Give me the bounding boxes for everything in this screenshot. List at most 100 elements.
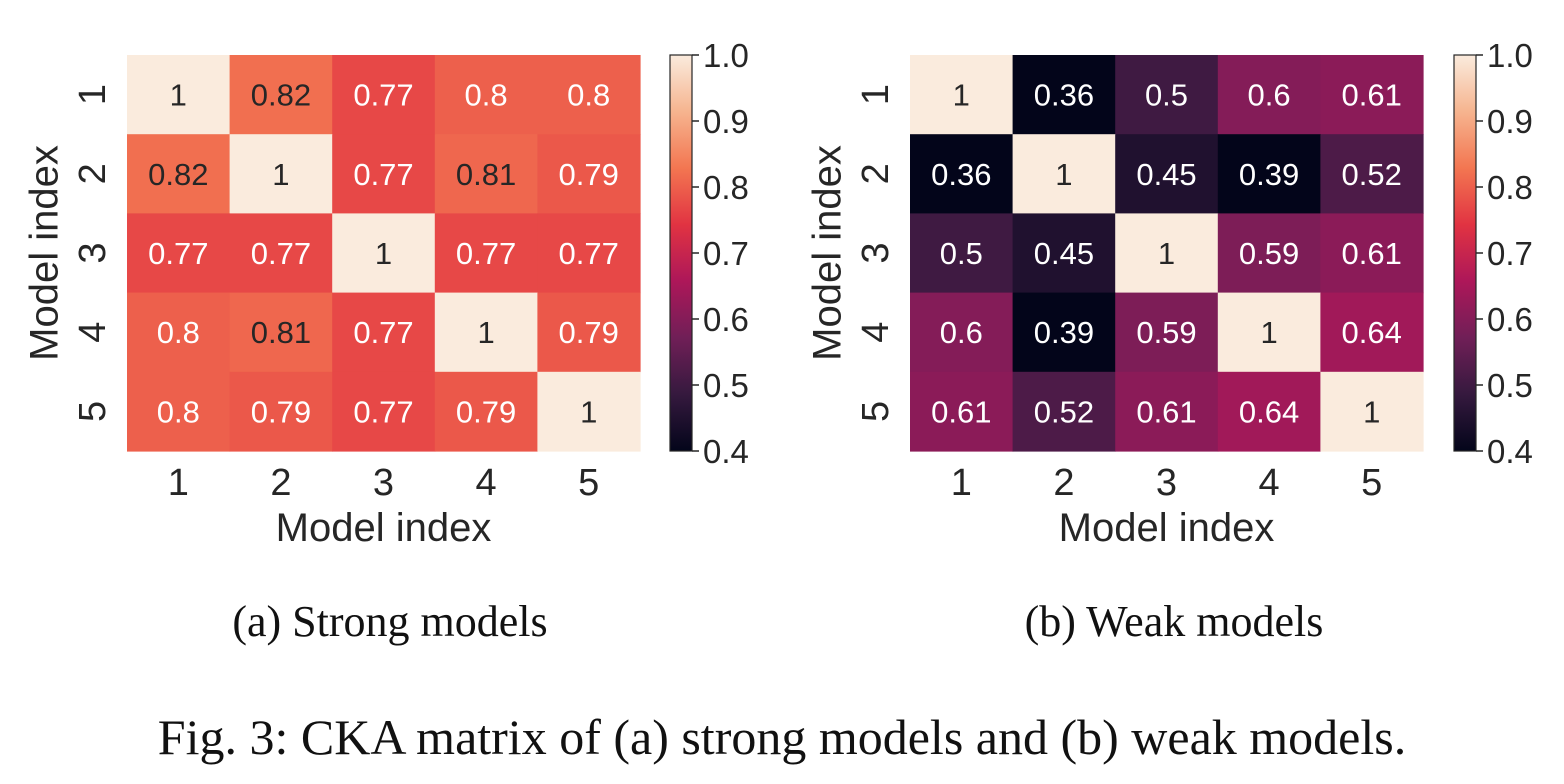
y-tick-label: 5 xyxy=(855,401,897,422)
heatmap-cell xyxy=(229,55,333,135)
cell-value-label: 0.61 xyxy=(1342,236,1402,271)
heatmap-cell xyxy=(1217,134,1321,214)
heatmap-panel-strong: 1 0.82 0.77 0.8 0.80.82 1 0.77 0.81 0.790.77 0.77… xyxy=(23,37,749,550)
heatmap-cell xyxy=(434,55,538,135)
heatmap-cell xyxy=(229,134,333,214)
cell-value-label: 0.45 xyxy=(1136,157,1196,192)
heatmap-cell xyxy=(537,292,641,373)
colorbar-tick-label: 0.8 xyxy=(1487,169,1533,206)
x-tick-label: 4 xyxy=(476,462,497,504)
heatmap-cell xyxy=(1217,213,1321,294)
cell-value-label: 0.59 xyxy=(1239,236,1299,271)
heatmap-cell xyxy=(910,371,1014,452)
x-axis-label: Model index xyxy=(1059,506,1275,550)
heatmap-cell xyxy=(537,371,641,452)
heatmap-cell xyxy=(127,371,231,452)
x-tick-label: 1 xyxy=(168,462,189,504)
cell-value-label: 1 xyxy=(580,394,597,429)
cell-value-label: 0.79 xyxy=(559,157,619,192)
heatmap-cell xyxy=(1012,371,1116,452)
cell-value-label: 0.39 xyxy=(1034,315,1094,350)
cell-value-label: 0.59 xyxy=(1136,315,1196,350)
heatmap-cell xyxy=(1012,292,1116,373)
cell-value-label: 1 xyxy=(375,236,392,271)
cell-value-label: 0.79 xyxy=(559,315,619,350)
heatmap-cell xyxy=(1012,134,1116,214)
cell-value-label: 0.79 xyxy=(251,394,311,429)
heatmap-cell xyxy=(332,134,436,214)
colorbar xyxy=(669,54,693,452)
x-tick-label: 3 xyxy=(373,462,394,504)
cell-value-label: 0.6 xyxy=(940,315,983,350)
heatmap-cell xyxy=(1217,55,1321,135)
cell-value-label: 0.77 xyxy=(559,236,619,271)
cell-value-label: 0.52 xyxy=(1342,157,1402,192)
heatmap-cell xyxy=(332,55,436,135)
colorbar-tick-label: 0.5 xyxy=(1487,367,1533,404)
heatmap-cell xyxy=(434,213,538,294)
y-tick-label: 2 xyxy=(855,163,897,184)
cell-value-label: 0.45 xyxy=(1034,236,1094,271)
cell-value-label: 0.61 xyxy=(931,394,991,429)
heatmap-cell xyxy=(1012,213,1116,294)
figure-caption: Fig. 3: CKA matrix of (a) strong models … xyxy=(157,709,1407,765)
cell-value-label: 1 xyxy=(1363,394,1380,429)
heatmap-cell xyxy=(229,371,333,452)
heatmap-cell xyxy=(1217,292,1321,373)
subcaption-strong: (a) Strong models xyxy=(232,597,548,646)
heatmap-cell xyxy=(127,292,231,373)
cka-heatmaps-svg: 1 0.82 0.77 0.8 0.80.82 1 0.77 0.81 0.790.77 0.77… xyxy=(23,37,1533,550)
cell-value-label: 0.64 xyxy=(1342,315,1402,350)
cell-value-label: 0.36 xyxy=(931,157,991,192)
colorbar-tick-label: 0.6 xyxy=(1487,301,1533,338)
colorbar-tick-label: 0.4 xyxy=(703,433,749,470)
x-tick-label: 2 xyxy=(270,462,291,504)
heatmap-cell xyxy=(910,213,1014,294)
heatmap-cell xyxy=(910,292,1014,373)
heatmap-cell xyxy=(910,134,1014,214)
y-tick-label: 2 xyxy=(72,163,114,184)
x-tick-label: 2 xyxy=(1053,462,1074,504)
cell-value-label: 1 xyxy=(272,157,289,192)
heatmap-cell xyxy=(127,213,231,294)
cell-value-label: 1 xyxy=(477,315,494,350)
cell-value-label: 0.5 xyxy=(940,236,983,271)
cell-value-label: 1 xyxy=(1260,315,1277,350)
colorbar-tick-label: 0.8 xyxy=(703,169,749,206)
colorbar-tick-label: 0.9 xyxy=(703,103,749,140)
heatmap-cell xyxy=(910,55,1014,135)
heatmap-cell xyxy=(537,55,641,135)
cell-value-label: 1 xyxy=(1158,236,1175,271)
cell-value-label: 0.82 xyxy=(251,78,311,113)
cell-value-label: 0.8 xyxy=(465,78,508,113)
heatmap-cell xyxy=(1115,134,1219,214)
x-tick-label: 3 xyxy=(1156,462,1177,504)
y-tick-label: 4 xyxy=(855,322,897,343)
y-tick-label: 4 xyxy=(72,322,114,343)
y-tick-label: 5 xyxy=(72,401,114,422)
y-axis-label: Model index xyxy=(806,145,850,361)
cell-value-label: 0.79 xyxy=(456,394,516,429)
colorbar xyxy=(1453,54,1477,452)
colorbar-tick-label: 0.7 xyxy=(703,235,749,272)
heatmap-cell xyxy=(1320,371,1424,452)
cell-value-label: 0.81 xyxy=(251,315,311,350)
heatmap-cell xyxy=(434,371,538,452)
cell-value-label: 0.6 xyxy=(1248,78,1291,113)
colorbar-tick-label: 0.4 xyxy=(1487,433,1533,470)
x-tick-label: 5 xyxy=(578,462,599,504)
cell-value-label: 0.8 xyxy=(157,394,200,429)
heatmap-cell xyxy=(434,134,538,214)
heatmap-cell xyxy=(127,134,231,214)
heatmap-cell xyxy=(537,213,641,294)
colorbar-tick-label: 1.0 xyxy=(703,37,749,74)
cell-value-label: 0.82 xyxy=(148,157,208,192)
cell-value-label: 0.5 xyxy=(1145,78,1188,113)
cell-value-label: 1 xyxy=(1055,157,1072,192)
heatmap-cell xyxy=(332,371,436,452)
heatmap-cell xyxy=(1320,55,1424,135)
heatmap-cell xyxy=(537,134,641,214)
colorbar-tick-label: 1.0 xyxy=(1487,37,1533,74)
subcaption-weak: (b) Weak models xyxy=(1024,597,1324,646)
